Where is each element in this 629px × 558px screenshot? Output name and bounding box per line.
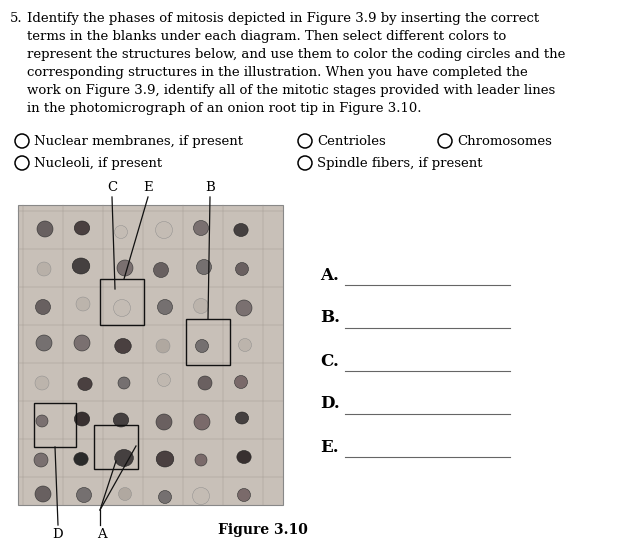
- Ellipse shape: [114, 225, 128, 238]
- Ellipse shape: [74, 453, 88, 465]
- Ellipse shape: [237, 450, 251, 464]
- Ellipse shape: [157, 300, 172, 315]
- Text: Nucleoli, if present: Nucleoli, if present: [34, 157, 162, 170]
- Ellipse shape: [35, 486, 51, 502]
- Text: Nuclear membranes, if present: Nuclear membranes, if present: [34, 135, 243, 148]
- Ellipse shape: [236, 300, 252, 316]
- Text: A.: A.: [320, 267, 339, 283]
- Ellipse shape: [117, 260, 133, 276]
- Ellipse shape: [37, 221, 53, 237]
- Text: C.: C.: [320, 353, 339, 369]
- Ellipse shape: [196, 339, 208, 353]
- Bar: [186, 319, 230, 365]
- Ellipse shape: [78, 378, 92, 391]
- Text: Spindle fibers, if present: Spindle fibers, if present: [317, 157, 482, 170]
- Text: E: E: [143, 181, 153, 194]
- Ellipse shape: [238, 339, 252, 352]
- Ellipse shape: [194, 220, 208, 235]
- Bar: [94, 425, 138, 469]
- Ellipse shape: [74, 335, 90, 351]
- Text: D.: D.: [320, 396, 340, 412]
- Ellipse shape: [76, 297, 90, 311]
- Bar: [100, 279, 144, 325]
- Ellipse shape: [35, 300, 50, 315]
- Ellipse shape: [77, 488, 91, 503]
- Text: C: C: [107, 181, 117, 194]
- Text: Figure 3.10: Figure 3.10: [218, 523, 308, 537]
- Text: D: D: [53, 528, 64, 541]
- Ellipse shape: [156, 339, 170, 353]
- Text: A: A: [97, 528, 107, 541]
- Bar: [18, 205, 283, 505]
- Ellipse shape: [157, 373, 170, 387]
- Ellipse shape: [235, 262, 248, 276]
- Ellipse shape: [35, 376, 49, 390]
- Ellipse shape: [118, 377, 130, 389]
- Text: B.: B.: [320, 310, 340, 326]
- Ellipse shape: [234, 224, 248, 237]
- Ellipse shape: [118, 488, 131, 501]
- Ellipse shape: [74, 412, 90, 426]
- Text: Centrioles: Centrioles: [317, 135, 386, 148]
- Ellipse shape: [114, 450, 133, 466]
- Ellipse shape: [235, 412, 248, 424]
- Text: B: B: [205, 181, 215, 194]
- Ellipse shape: [238, 488, 250, 502]
- Ellipse shape: [198, 376, 212, 390]
- Ellipse shape: [196, 259, 211, 275]
- Ellipse shape: [37, 262, 51, 276]
- Ellipse shape: [36, 335, 52, 351]
- Ellipse shape: [153, 262, 169, 277]
- Ellipse shape: [155, 222, 172, 238]
- Ellipse shape: [194, 414, 210, 430]
- Text: Chromosomes: Chromosomes: [457, 135, 552, 148]
- Ellipse shape: [235, 376, 247, 388]
- Ellipse shape: [156, 451, 174, 467]
- Ellipse shape: [159, 490, 172, 503]
- Ellipse shape: [192, 488, 209, 504]
- Bar: [34, 403, 76, 447]
- Ellipse shape: [195, 454, 207, 466]
- Ellipse shape: [36, 415, 48, 427]
- Text: Identify the phases of mitosis depicted in Figure 3.9 by inserting the correct
t: Identify the phases of mitosis depicted …: [27, 12, 565, 115]
- Text: 5.: 5.: [10, 12, 23, 25]
- Ellipse shape: [34, 453, 48, 467]
- Ellipse shape: [113, 413, 129, 427]
- Ellipse shape: [194, 299, 208, 314]
- Ellipse shape: [113, 300, 130, 316]
- Ellipse shape: [156, 414, 172, 430]
- Ellipse shape: [72, 258, 90, 274]
- Text: E.: E.: [320, 439, 338, 455]
- Ellipse shape: [114, 339, 131, 354]
- Ellipse shape: [74, 221, 90, 235]
